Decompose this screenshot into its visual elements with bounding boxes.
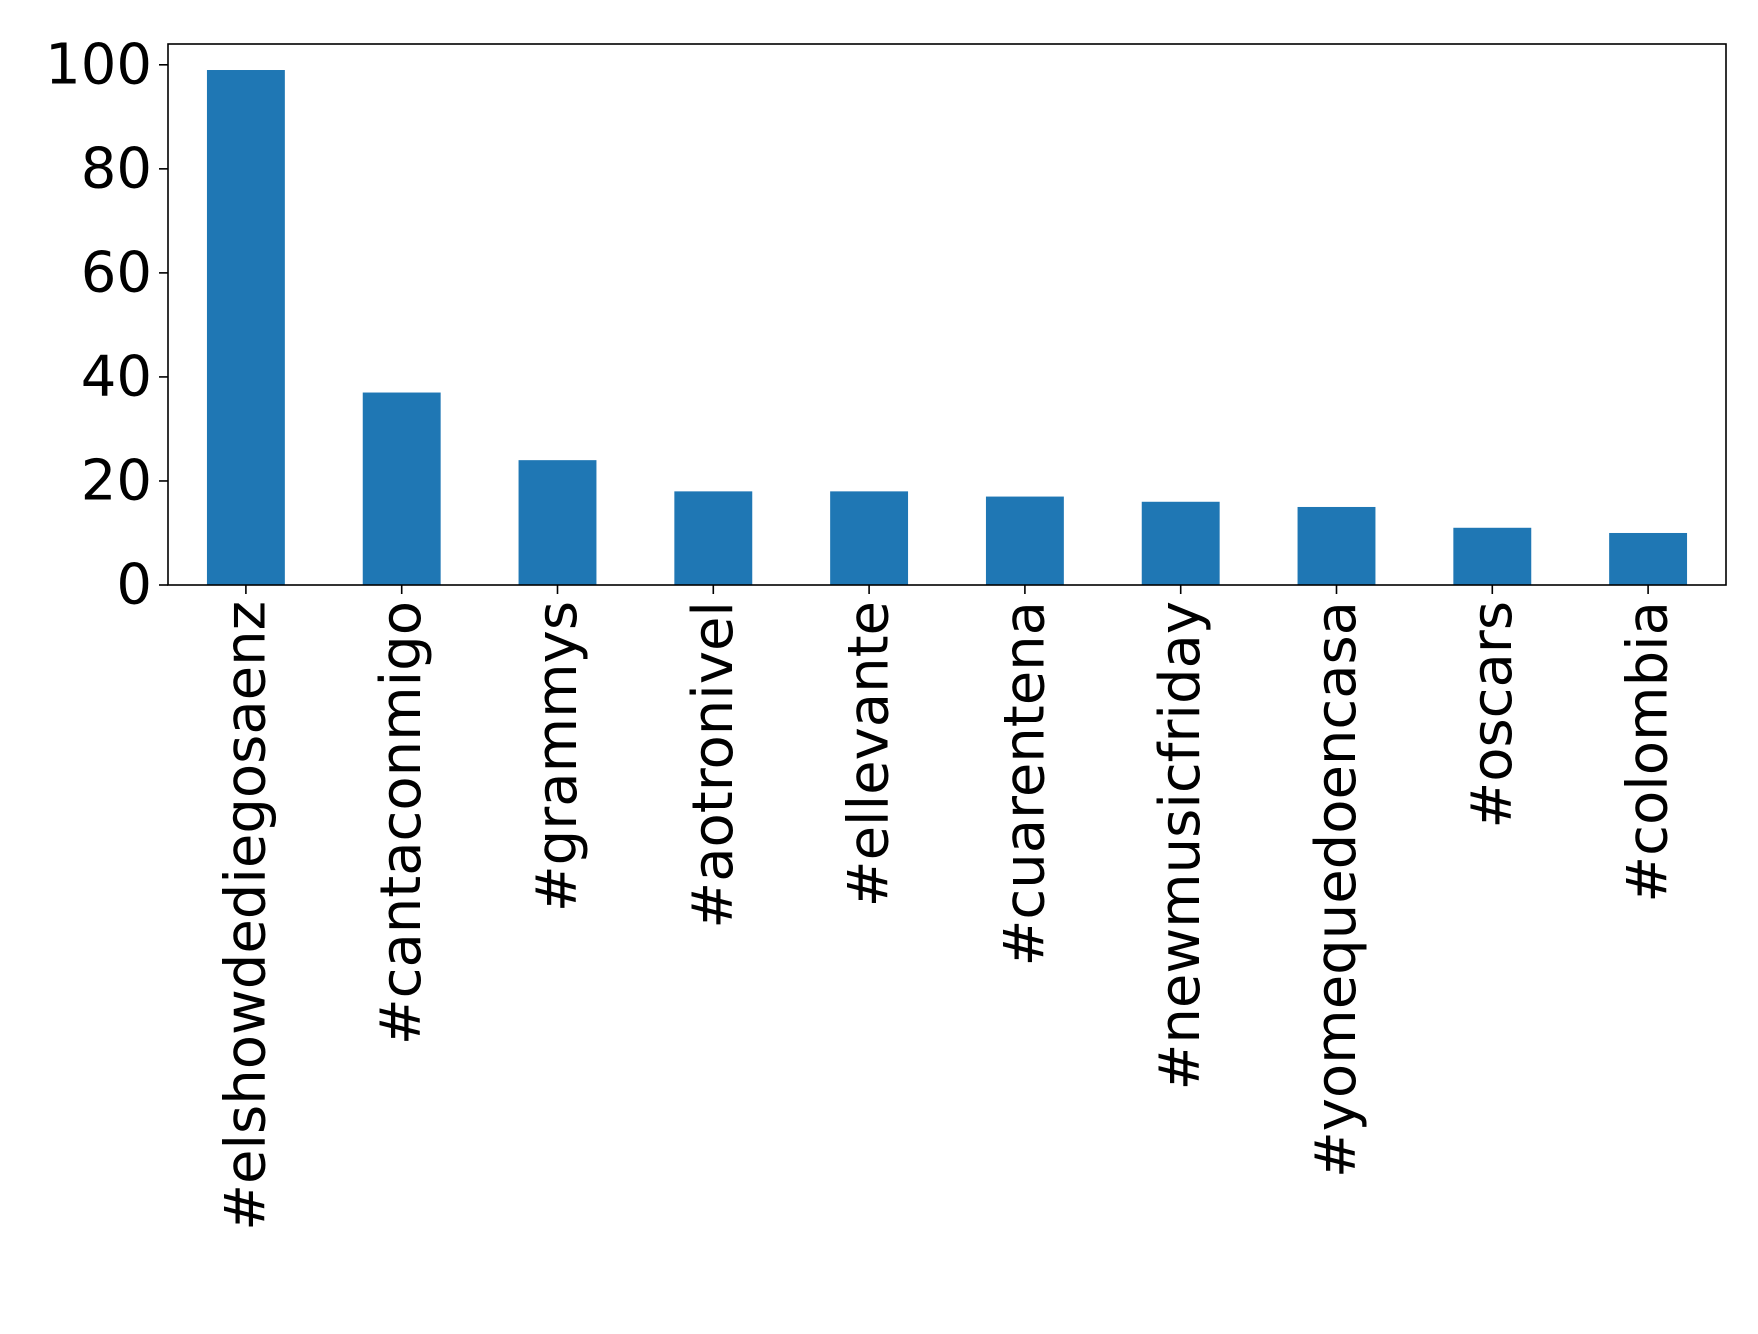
y-tick-label: 40 <box>81 344 152 409</box>
y-tick-label: 0 <box>116 553 152 618</box>
bar-aotronivel <box>674 491 753 585</box>
bar-cuarentena <box>985 496 1064 585</box>
x-tick-label: #cuarentena <box>992 601 1057 966</box>
x-tick-label: #newmusicfriday <box>1148 601 1213 1091</box>
bar-newmusicfriday <box>1141 501 1220 585</box>
x-tick-label: #aotronivel <box>681 601 746 929</box>
x-tick-label: #cantaconmigo <box>369 601 434 1045</box>
y-tick-label: 80 <box>81 136 152 201</box>
y-tick-label: 60 <box>81 240 152 305</box>
y-axis: 0 20 40 60 80 100 <box>45 32 168 618</box>
x-tick-label: #grammys <box>525 601 590 912</box>
bar-yomequedoencasa <box>1297 506 1376 585</box>
bars-group <box>206 70 1688 585</box>
x-tick-label: #yomequedoencasa <box>1304 601 1369 1178</box>
x-tick-label: #oscars <box>1460 601 1525 829</box>
x-tick-label: #ellevante <box>837 601 902 907</box>
y-tick-label: 20 <box>81 448 152 513</box>
bar-colombia <box>1609 532 1688 585</box>
bar-ellevante <box>830 491 909 585</box>
plot-frame <box>167 43 1727 586</box>
bar-elshowdediegosaenz <box>206 70 285 585</box>
x-axis: #elshowdediegosaenz #cantaconmigo #grammys… <box>213 585 1681 1231</box>
x-tick-label: #colombia <box>1616 601 1681 903</box>
bar-grammys <box>518 460 597 585</box>
bar-oscars <box>1453 527 1532 585</box>
y-tick-label: 100 <box>45 32 152 97</box>
bar-cantaconmigo <box>362 392 441 585</box>
x-tick-label: #elshowdediegosaenz <box>213 601 278 1231</box>
